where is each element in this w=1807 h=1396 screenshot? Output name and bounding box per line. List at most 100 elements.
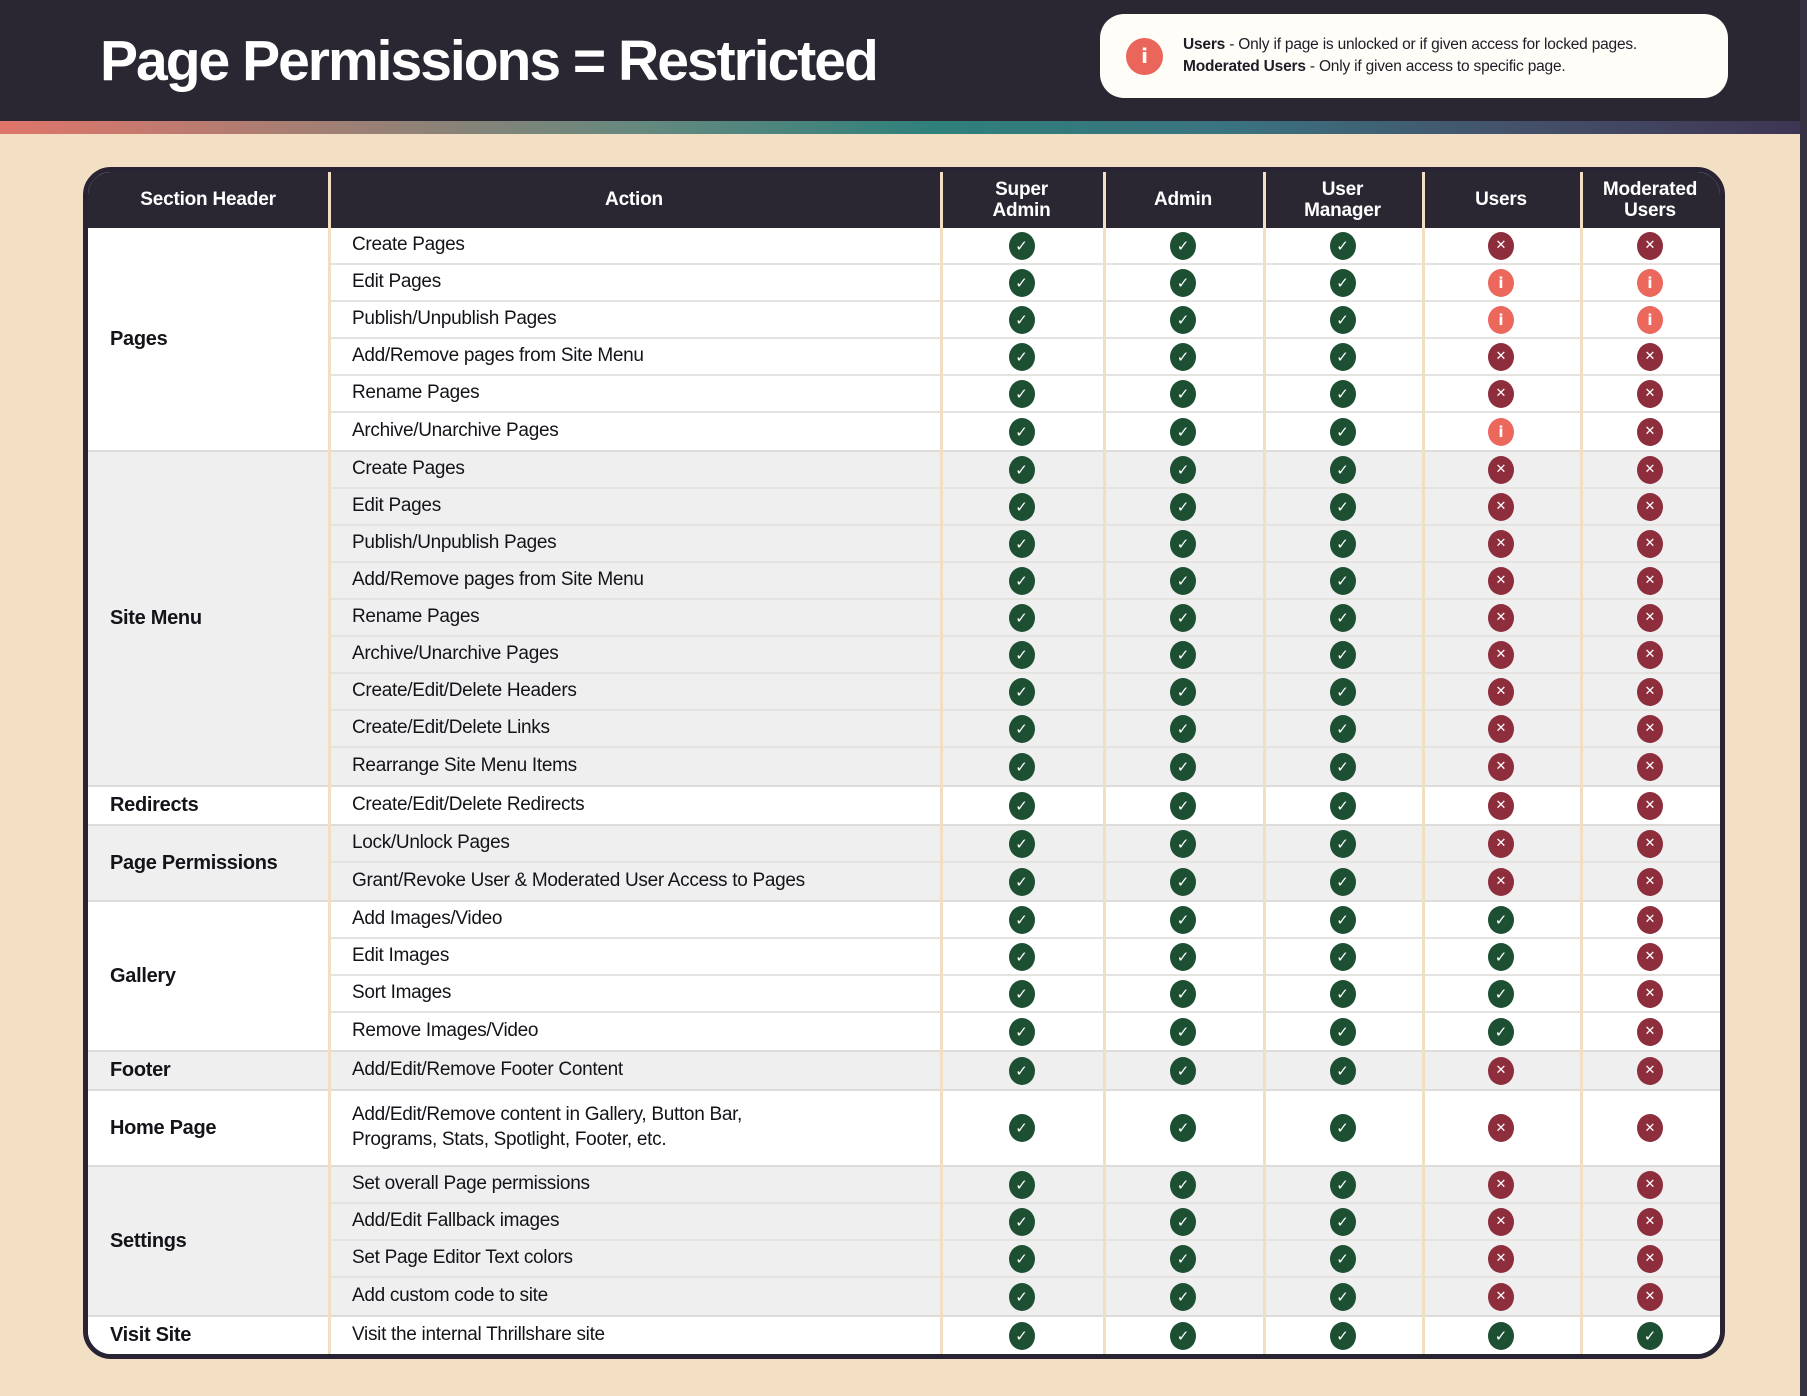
check-icon: ✓ [1329,752,1356,781]
table-row: Add/Edit Fallback images ✓ ✓ ✓ ✕ ✕ [328,1204,1720,1241]
column-header-admin: Admin [1153,189,1213,211]
action-label: Edit Pages [352,495,441,517]
table-row: Add custom code to site ✓ ✓ ✓ ✕ ✕ [328,1278,1720,1315]
permission-cell: ✓ [940,1278,1103,1315]
permission-cell: ✓ [1263,939,1422,974]
check-icon: ✓ [1170,1282,1196,1311]
cross-icon: ✕ [1637,829,1663,858]
action-label: Grant/Revoke User & Moderated User Acces… [352,870,805,892]
check-icon: ✓ [1008,268,1035,297]
permission-cell: ✓ [940,1091,1103,1165]
permission-cell: ✕ [1580,637,1720,672]
action-label: Add/Edit/Remove content in Gallery, Butt… [352,1104,743,1150]
permission-cell: ✓ [1103,976,1263,1011]
check-icon: ✓ [1008,417,1035,446]
table-row: Create Pages ✓ ✓ ✓ ✕ ✕ [328,452,1720,489]
action-label: Set Page Editor Text colors [352,1247,573,1269]
column-header-action: Action [605,189,663,211]
permission-cell: ✓ [1103,339,1263,374]
table-row: Rename Pages ✓ ✓ ✓ ✕ ✕ [328,376,1720,413]
permission-cell: ✕ [1580,863,1720,900]
table-row: Edit Images ✓ ✓ ✓ ✓ ✕ [328,939,1720,976]
check-icon: ✓ [1008,829,1035,858]
cross-icon: ✕ [1637,1056,1663,1085]
check-icon: ✓ [1008,1056,1035,1085]
permission-cell: ✓ [1103,863,1263,900]
check-icon: ✓ [1008,979,1035,1008]
table-row: Publish/Unpublish Pages ✓ ✓ ✓ ✕ ✕ [328,526,1720,563]
permission-cell: ✓ [940,265,1103,300]
permission-cell: i [1422,413,1580,450]
check-icon: ✓ [1170,1170,1196,1199]
action-label: Add/Edit/Remove Footer Content [352,1059,623,1081]
cross-icon: ✕ [1637,979,1663,1008]
table-row: Rename Pages ✓ ✓ ✓ ✕ ✕ [328,600,1720,637]
column-header-section-header: Section Header [140,189,276,211]
check-icon: ✓ [1170,867,1196,896]
permission-cell: ✓ [940,413,1103,450]
cross-icon: ✕ [1637,566,1663,595]
check-icon: ✓ [1488,942,1514,971]
permission-cell: ✓ [940,674,1103,709]
cross-icon: ✕ [1637,342,1663,371]
permission-cell: ✕ [1422,1204,1580,1239]
permission-cell: i [1422,302,1580,337]
permission-cell: ✓ [1103,228,1263,263]
action-label: Create Pages [352,234,465,256]
permission-cell: ✓ [940,939,1103,974]
check-icon: ✓ [1170,417,1196,446]
cross-icon: ✕ [1488,791,1514,820]
cross-icon: ✕ [1637,492,1663,521]
permission-cell: ✕ [1580,228,1720,263]
action-label: Archive/Unarchive Pages [352,643,559,665]
permission-cell: ✕ [1580,1052,1720,1089]
check-icon: ✓ [1329,342,1356,371]
permission-cell: ✓ [1263,489,1422,524]
check-icon: ✓ [1170,905,1196,934]
permission-cell: ✓ [1103,748,1263,785]
check-icon: ✓ [1329,1017,1356,1046]
check-icon: ✓ [1008,305,1035,334]
section-page-permissions: Page Permissions Lock/Unlock Pages ✓ ✓ ✓ ✕ ✕ Gr… [88,826,1720,902]
check-icon: ✓ [1329,566,1356,595]
cross-icon: ✕ [1637,231,1663,260]
permission-cell: ✓ [1103,265,1263,300]
permission-cell: ✓ [1103,1052,1263,1089]
permission-cell: ✓ [1103,413,1263,450]
action-label: Create/Edit/Delete Links [352,717,550,739]
check-icon: ✓ [1170,603,1196,632]
check-icon: ✓ [1170,752,1196,781]
permission-cell: ✓ [1263,1091,1422,1165]
legend-callout: i Users - Only if page is unlocked or if… [1100,14,1728,98]
permission-cell: ✓ [1103,1317,1263,1354]
permission-cell: ✓ [940,376,1103,411]
table-row: Grant/Revoke User & Moderated User Acces… [328,863,1720,900]
check-icon: ✓ [1008,342,1035,371]
permission-cell: ✓ [940,526,1103,561]
cross-icon: ✕ [1488,714,1514,743]
column-separator-line [1422,172,1425,1354]
check-icon: ✓ [1329,1321,1356,1350]
cross-icon: ✕ [1488,752,1514,781]
permission-cell: ✕ [1422,1091,1580,1165]
permission-cell: ✓ [1422,1013,1580,1050]
cross-icon: ✕ [1637,1244,1663,1273]
check-icon: ✓ [1329,305,1356,334]
check-icon: ✓ [1008,752,1035,781]
check-icon: ✓ [1170,1321,1196,1350]
check-icon: ✓ [1170,979,1196,1008]
header-band: Page Permissions = Restricted i Users - … [0,0,1807,121]
permission-cell: ✓ [1103,674,1263,709]
permission-cell: ✓ [1263,302,1422,337]
action-label: Rearrange Site Menu Items [352,755,577,777]
table-row: Visit the internal Thrillshare site ✓ ✓ ✓ ✓ ✓ [328,1317,1720,1354]
check-icon: ✓ [1008,677,1035,706]
permission-cell: ✓ [940,452,1103,487]
permission-cell: ✕ [1580,1204,1720,1239]
check-icon: ✓ [1329,942,1356,971]
action-label: Archive/Unarchive Pages [352,420,559,442]
cross-icon: ✕ [1637,417,1663,446]
permission-cell: ✓ [1103,711,1263,746]
permission-cell: ✓ [1103,939,1263,974]
permission-cell: ✓ [940,1204,1103,1239]
